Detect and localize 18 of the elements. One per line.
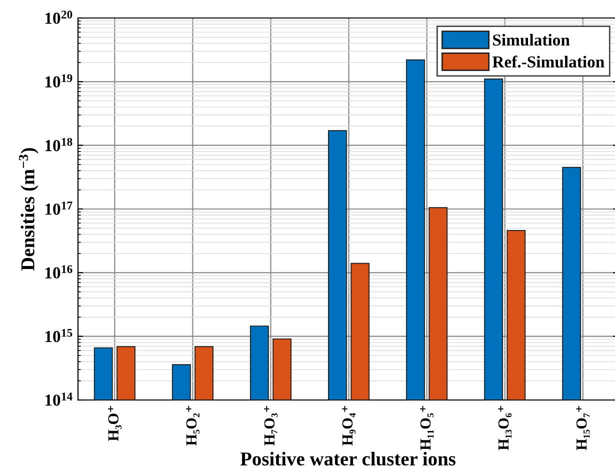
y-tick-label: 10$^{20}$: [45, 10, 72, 24]
y-tick-label: 10$^{15}$: [45, 328, 72, 342]
y-tick-label: 10$^{18}$: [45, 138, 72, 152]
x-tick-label: H₁₁O₅⁺: [420, 406, 434, 450]
legend-label: Ref.-Simulation: [492, 56, 604, 68]
x-axis-title: Positive water cluster ions: [240, 452, 456, 466]
x-tick-label: H₁₅O₇⁺: [576, 406, 590, 450]
x-tick-label: H₇O₃⁺: [264, 406, 278, 446]
y-tick-label: 10$^{19}$: [45, 74, 72, 88]
x-tick-label: H₁₃O₆⁺: [498, 406, 512, 450]
x-tick-label: H₉O₄⁺: [342, 406, 356, 446]
y-tick-label: 10$^{16}$: [45, 265, 72, 279]
y-tick-label: 10$^{14}$: [45, 392, 72, 406]
legend-label: Simulation: [493, 34, 570, 46]
x-tick-label: H₅O₂⁺: [186, 406, 200, 446]
y-axis-title: Densities (m$^{−3}$): [18, 148, 38, 271]
x-tick-label: H₃O⁺: [108, 406, 122, 442]
y-tick-label: 10$^{17}$: [45, 202, 72, 215]
